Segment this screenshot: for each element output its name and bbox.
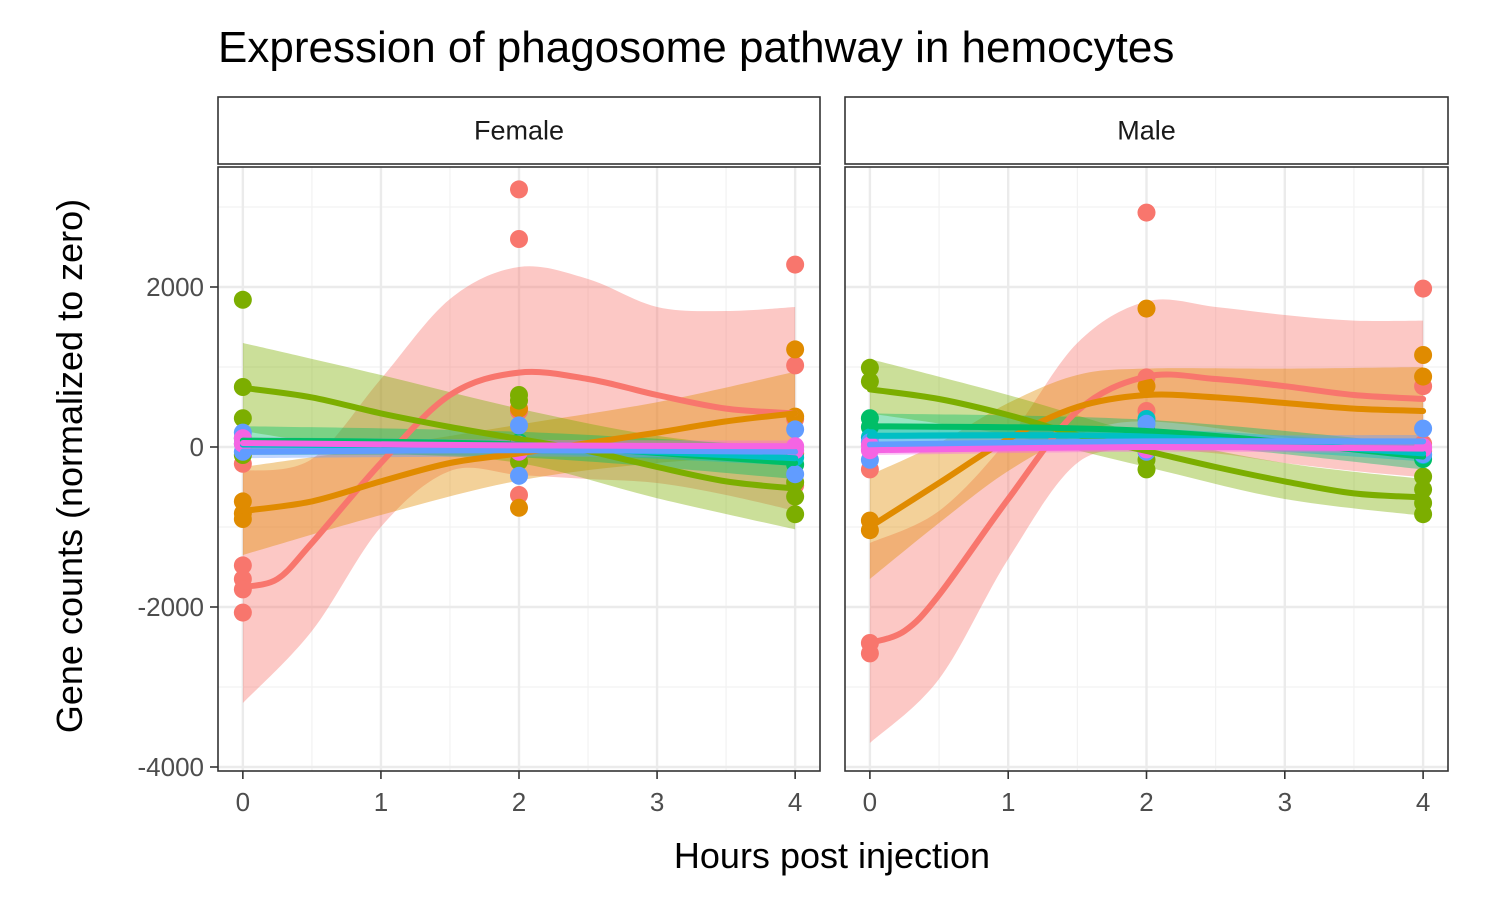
data-point bbox=[1414, 505, 1433, 524]
x-tick-label: 3 bbox=[650, 787, 664, 817]
y-axis-title: Gene counts (normalized to zero) bbox=[49, 199, 90, 733]
fit-line bbox=[866, 438, 1427, 448]
data-point bbox=[786, 487, 805, 506]
fit-line bbox=[239, 384, 799, 492]
fit-line bbox=[239, 368, 799, 590]
y-axis: -4000 -2000 0 2000 bbox=[138, 272, 218, 782]
data-point bbox=[233, 556, 252, 575]
data-point bbox=[1137, 203, 1156, 222]
fit-line bbox=[866, 371, 1427, 646]
x-tick-label: 1 bbox=[1001, 787, 1015, 817]
fit-line bbox=[239, 440, 799, 450]
facet-strip-label: Female bbox=[474, 116, 564, 146]
data-point bbox=[233, 290, 252, 309]
data-point bbox=[786, 340, 805, 359]
chart-title: Expression of phagosome pathway in hemoc… bbox=[218, 23, 1174, 72]
x-tick-label: 0 bbox=[236, 787, 250, 817]
panel-data bbox=[860, 203, 1433, 743]
data-point bbox=[510, 230, 528, 248]
facet-strip-label: Male bbox=[1117, 116, 1176, 146]
x-axis-title: Hours post injection bbox=[674, 835, 990, 876]
panel-female: Female 0 1 2 3 4 bbox=[217, 96, 821, 817]
panel-male: Male 0 1 2 3 4 bbox=[844, 96, 1449, 817]
x-tick-label: 3 bbox=[1278, 787, 1292, 817]
confidence-band bbox=[869, 299, 1424, 743]
data-point bbox=[1414, 279, 1433, 298]
data-point bbox=[1137, 377, 1156, 396]
data-point bbox=[786, 255, 805, 274]
fit-line bbox=[866, 386, 1427, 501]
data-point bbox=[1414, 467, 1433, 486]
data-point bbox=[1414, 419, 1433, 438]
data-point bbox=[510, 391, 528, 410]
data-point bbox=[786, 356, 805, 375]
data-point bbox=[1414, 346, 1433, 364]
data-point bbox=[786, 505, 805, 524]
data-point bbox=[860, 644, 879, 663]
x-tick-label: 2 bbox=[512, 787, 526, 817]
x-tick-label: 0 bbox=[863, 787, 877, 817]
x-tick-label: 4 bbox=[788, 787, 802, 817]
fit-line bbox=[239, 410, 799, 514]
fit-line bbox=[866, 443, 1427, 454]
data-point bbox=[786, 465, 805, 484]
panels-layer: Female 0 1 2 3 4 Male 0 1 2 3 4 bbox=[217, 96, 1449, 817]
data-point bbox=[1414, 480, 1433, 499]
y-tick-label: -2000 bbox=[138, 592, 205, 622]
panel-data bbox=[233, 180, 805, 703]
data-point bbox=[510, 416, 528, 435]
data-point bbox=[786, 420, 805, 439]
data-point bbox=[510, 180, 528, 199]
y-tick-label: -4000 bbox=[138, 752, 205, 782]
data-point bbox=[860, 372, 879, 391]
confidence-band bbox=[242, 266, 796, 703]
data-point bbox=[233, 409, 252, 428]
y-tick-label: 2000 bbox=[146, 272, 204, 302]
fit-line bbox=[239, 447, 799, 455]
confidence-band bbox=[869, 367, 1424, 579]
data-point bbox=[1137, 299, 1156, 318]
fit-line bbox=[866, 391, 1427, 530]
data-point bbox=[233, 510, 252, 528]
y-tick-label: 0 bbox=[190, 432, 204, 462]
data-point bbox=[510, 466, 528, 485]
data-point bbox=[510, 486, 528, 504]
x-tick-label: 4 bbox=[1416, 787, 1430, 817]
x-tick-label: 1 bbox=[374, 787, 388, 817]
data-point bbox=[233, 603, 252, 622]
facet-strip bbox=[844, 96, 1449, 165]
x-tick-label: 2 bbox=[1139, 787, 1153, 817]
facet-strip bbox=[217, 96, 821, 165]
data-point bbox=[510, 498, 528, 517]
data-point bbox=[860, 358, 879, 377]
data-point bbox=[1414, 367, 1433, 386]
